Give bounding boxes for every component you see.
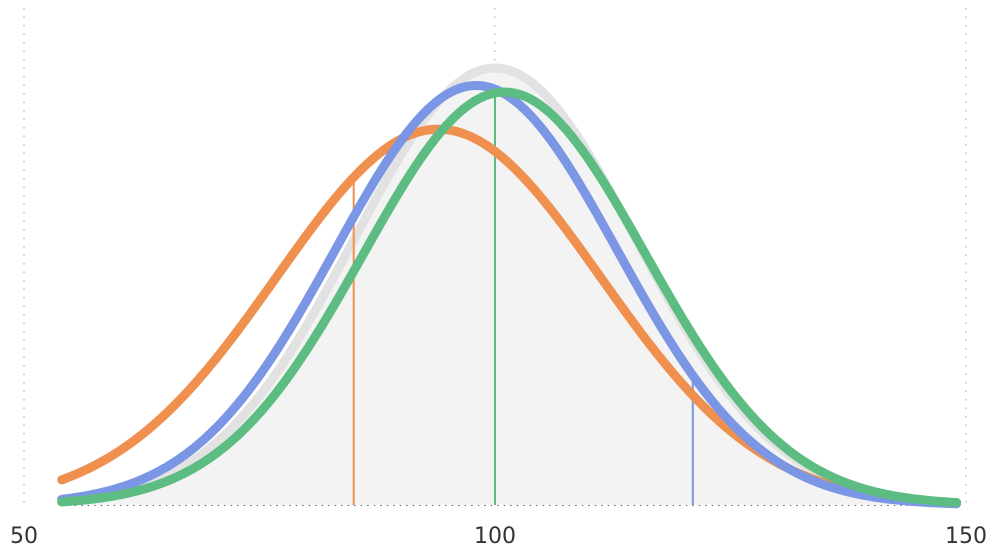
reference-area <box>61 68 957 505</box>
reference-curve-layer <box>57 63 962 508</box>
x-tick-label-50: 50 <box>10 524 38 549</box>
series-layer <box>57 80 962 509</box>
x-axis: 50 100 150 <box>10 524 987 549</box>
x-tick-label-150: 150 <box>945 524 987 549</box>
series-line-3 <box>57 87 962 508</box>
x-tick-label-100: 100 <box>474 524 516 549</box>
